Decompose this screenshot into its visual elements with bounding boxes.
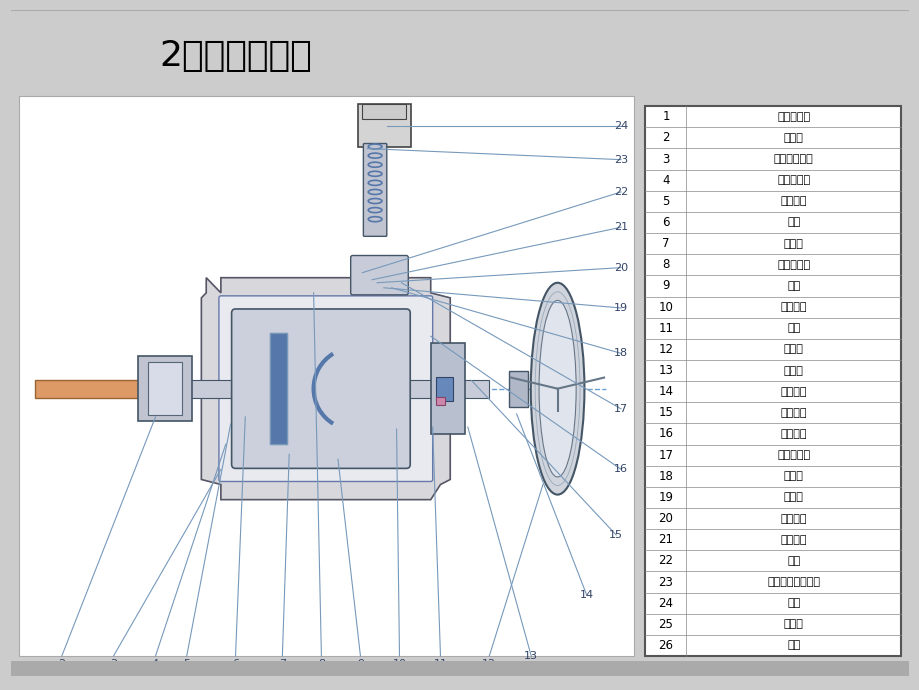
Text: 21: 21 [658,533,673,546]
Text: 22: 22 [613,187,628,197]
Text: 棘轮: 棘轮 [787,323,800,333]
Text: 挡油圈: 挡油圈 [783,239,803,248]
Ellipse shape [530,283,584,495]
Bar [508,371,528,407]
Text: 13: 13 [524,651,538,661]
Text: 20: 20 [658,512,673,525]
Text: 11: 11 [658,322,673,335]
Text: 14: 14 [658,385,673,398]
Text: 3: 3 [110,659,117,669]
Text: 3: 3 [662,152,669,166]
Text: 9: 9 [662,279,669,293]
Bar [36,380,138,397]
Text: 半圆头螺钉: 半圆头螺钉 [777,112,810,121]
Text: 21: 21 [613,222,628,233]
Text: 4: 4 [152,659,159,669]
Text: 24: 24 [613,121,628,131]
Text: 拨杆销: 拨杆销 [783,493,803,502]
Text: 20: 20 [613,263,628,273]
Text: 刹车带组件: 刹车带组件 [777,260,810,270]
Text: 23: 23 [613,155,628,165]
Text: 滚动轴承: 滚动轴承 [779,197,806,206]
Text: 盖板: 盖板 [787,217,800,228]
Text: 拨叉装配件: 拨叉装配件 [777,450,810,460]
FancyBboxPatch shape [363,144,386,237]
Text: 24: 24 [658,597,673,610]
Text: 15: 15 [608,530,622,540]
Text: 6: 6 [662,216,669,229]
Text: 特殊螺母: 特殊螺母 [779,386,806,397]
Text: 刹车销: 刹车销 [783,471,803,481]
Text: 18: 18 [658,470,673,483]
Text: 挡圈: 挡圈 [787,556,800,566]
Text: 12: 12 [658,343,673,356]
Text: 14: 14 [579,591,594,600]
Text: 螺栓: 螺栓 [787,640,800,651]
Text: 棘轮抱簧: 棘轮抱簧 [779,429,806,439]
Bar [357,104,411,146]
Text: 26: 26 [658,639,673,652]
Text: 6: 6 [232,659,239,669]
Text: 7: 7 [662,237,669,250]
Bar [435,377,453,401]
Text: 16: 16 [613,464,628,475]
Text: 2: 2 [662,131,669,144]
Bar [435,397,445,405]
Text: 19: 19 [658,491,673,504]
Text: 11: 11 [433,659,447,669]
Text: 止推垫片: 止推垫片 [779,408,806,418]
Text: 壳体: 壳体 [787,281,800,291]
Text: 17: 17 [658,448,673,462]
Text: 4: 4 [662,174,669,187]
Bar [430,343,464,434]
FancyBboxPatch shape [219,296,432,482]
Bar [18,96,633,656]
Text: 22: 22 [658,554,673,567]
Text: 双层密封圈: 双层密封圈 [777,175,810,185]
Text: 25: 25 [658,618,673,631]
Text: 轴总成: 轴总成 [783,133,803,143]
Text: 拨杆扭簧: 拨杆扭簧 [779,513,806,524]
Text: 13: 13 [658,364,673,377]
Text: 15: 15 [658,406,673,420]
Text: 19: 19 [613,303,628,313]
Text: 离合套: 离合套 [783,366,803,375]
Bar [11,661,908,676]
Text: 8: 8 [317,659,324,669]
Text: 16: 16 [658,428,673,440]
Bar [362,104,406,119]
Text: 2: 2 [58,659,65,669]
FancyBboxPatch shape [232,309,410,469]
Text: 7: 7 [278,659,286,669]
Ellipse shape [539,300,575,477]
Bar [148,362,182,415]
Text: 拨叉轴: 拨叉轴 [783,620,803,629]
Text: 拨杆: 拨杆 [787,598,800,608]
Text: 18: 18 [613,348,628,358]
Bar [138,357,191,421]
Text: 皮带轮: 皮带轮 [783,344,803,355]
Bar [138,380,489,397]
Text: 1: 1 [662,110,669,124]
Text: 23: 23 [658,575,673,589]
Text: 复合轴承: 复合轴承 [779,302,806,312]
Bar [269,333,287,444]
Polygon shape [201,277,449,500]
Text: 2、离合器结构: 2、离合器结构 [159,39,312,72]
Text: 10: 10 [392,659,406,669]
Bar [645,106,901,656]
Text: 5: 5 [183,659,190,669]
FancyBboxPatch shape [350,255,408,295]
Text: 12: 12 [482,659,496,669]
Text: 9: 9 [357,659,364,669]
Text: 5: 5 [662,195,669,208]
Text: 8: 8 [662,258,669,271]
Text: 拨叉扭簧: 拨叉扭簧 [779,535,806,544]
Text: 10: 10 [658,301,673,313]
Bar [269,333,287,444]
Text: 螺母（联体螺母）: 螺母（联体螺母） [766,577,820,587]
Text: 方芯垫片组件: 方芯垫片组件 [773,154,812,164]
Text: 17: 17 [613,404,628,414]
